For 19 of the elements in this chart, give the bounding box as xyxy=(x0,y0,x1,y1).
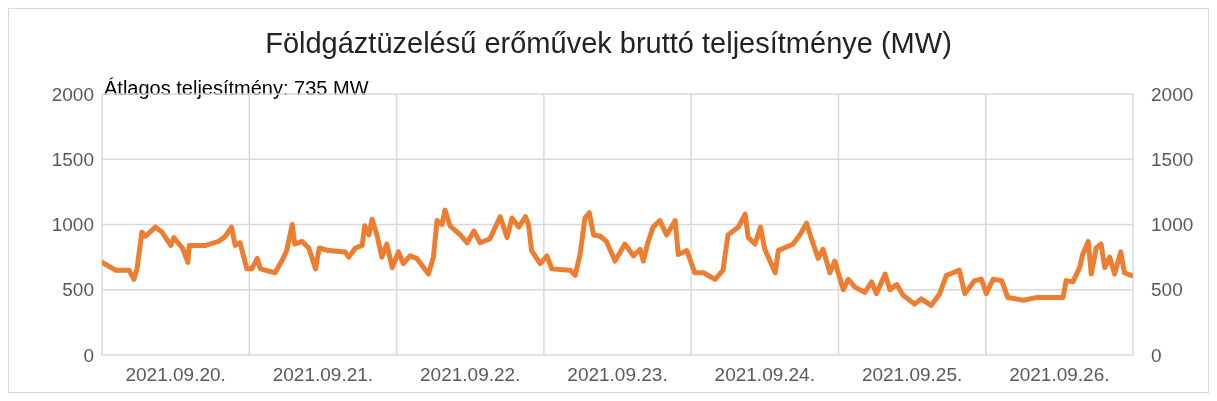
y2-tick-label: 500 xyxy=(1151,279,1183,301)
x-tick-label: 2021.09.22. xyxy=(420,364,521,385)
chart-title: Földgáztüzelésű erőművek bruttó teljesítménye (MW) xyxy=(264,27,953,60)
y2-tick-label: 0 xyxy=(1151,344,1162,366)
x-tick-label: 2021.09.24. xyxy=(714,364,815,385)
x-tick-label: 2021.09.23. xyxy=(567,364,668,385)
annotation: Átlagos teljesítmény: 735 MW xyxy=(104,77,369,100)
y2-tick-label: 1500 xyxy=(1151,148,1194,170)
x-tick-label: 2021.09.20. xyxy=(125,364,226,385)
y2-tick-label: 2000 xyxy=(1151,83,1194,105)
x-tick-label: 2021.09.21. xyxy=(272,364,374,385)
x-tick-label: 2021.09.25. xyxy=(861,364,963,385)
y-tick-label: 500 xyxy=(62,279,94,301)
y-tick-label: 1500 xyxy=(51,148,94,170)
y-tick-label: 1000 xyxy=(51,214,94,236)
y-tick-label: 0 xyxy=(83,344,94,366)
x-tick-label: 2021.09.26. xyxy=(1009,364,1110,385)
y2-tick-label: 1000 xyxy=(1151,214,1194,236)
y-tick-label: 2000 xyxy=(51,83,94,105)
